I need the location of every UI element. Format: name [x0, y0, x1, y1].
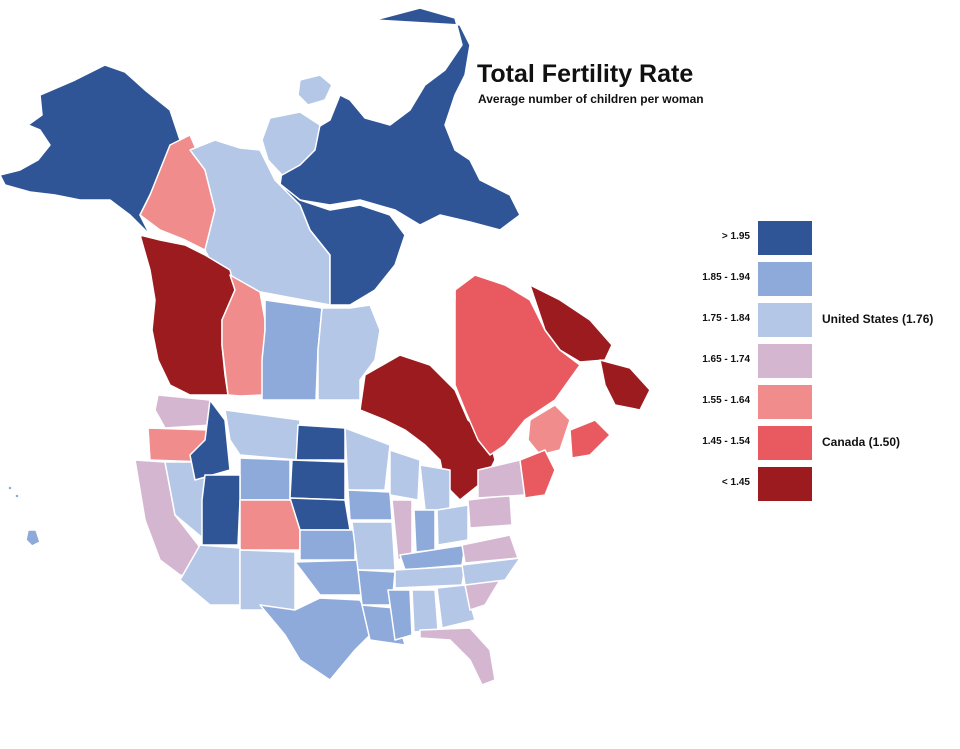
- map-title: Total Fertility Rate: [477, 60, 694, 88]
- region-florida: [419, 627, 496, 686]
- region-newfoundland-island: [599, 359, 651, 411]
- region-utah: [201, 474, 241, 546]
- legend-label: 1.65 - 1.74: [702, 354, 750, 365]
- region-nebraska: [289, 497, 351, 531]
- region-hawaii-islet: [7, 485, 13, 491]
- region-iowa: [347, 489, 393, 521]
- region-washington: [154, 394, 213, 429]
- region-minnesota: [344, 427, 391, 491]
- legend-note: Canada (1.50): [822, 435, 901, 449]
- region-idaho: [189, 399, 231, 481]
- legend-label: 1.75 - 1.84: [702, 313, 750, 324]
- legend-swatch: [758, 385, 812, 419]
- legend-label: < 1.45: [721, 477, 750, 488]
- region-north-dakota: [295, 424, 346, 461]
- region-nunavut: [274, 179, 406, 306]
- legend-swatch: [758, 344, 812, 378]
- legend-row: < 1.45: [690, 467, 950, 501]
- region-wisconsin: [389, 449, 421, 501]
- region-missouri: [351, 521, 396, 571]
- region-ontario: [359, 354, 496, 501]
- map-subtitle: Average number of children per woman: [478, 92, 704, 106]
- region-indiana: [413, 509, 436, 553]
- legend-row: 1.75 - 1.84 United States (1.76): [690, 303, 950, 337]
- region-nova-scotia: [569, 419, 611, 459]
- legend-row: > 1.95: [690, 221, 950, 255]
- region-small-island: [297, 74, 333, 106]
- region-new-brunswick: [527, 404, 571, 456]
- region-south-dakota: [289, 459, 346, 501]
- legend-row: 1.85 - 1.94: [690, 262, 950, 296]
- region-wyoming: [239, 457, 291, 501]
- region-texas: [259, 597, 376, 681]
- legend-swatch: [758, 467, 812, 501]
- region-newfoundland-labrador: [529, 284, 613, 363]
- region-ohio: [436, 504, 469, 546]
- legend-label: 1.55 - 1.64: [702, 395, 750, 406]
- region-hawaii-islet-2: [14, 493, 20, 499]
- legend-label: 1.45 - 1.54: [702, 436, 750, 447]
- legend-row: 1.45 - 1.54 Canada (1.50): [690, 426, 950, 460]
- region-kansas: [299, 529, 356, 561]
- region-new-mexico: [239, 549, 296, 611]
- region-pennsylvania: [467, 494, 513, 529]
- legend-label: > 1.95: [721, 231, 750, 242]
- region-hudson-bay: [374, 264, 456, 371]
- legend-note: United States (1.76): [822, 312, 934, 326]
- region-mississippi: [387, 589, 413, 641]
- legend-swatch: [758, 426, 812, 460]
- region-montana: [224, 409, 301, 461]
- region-saskatchewan: [261, 299, 323, 401]
- region-virginia: [461, 534, 519, 564]
- region-georgia: [436, 584, 476, 629]
- region-oklahoma: [294, 559, 363, 596]
- region-michigan: [419, 464, 451, 511]
- region-hawaii: [25, 529, 41, 547]
- region-alabama: [411, 589, 439, 633]
- legend-row: 1.55 - 1.64: [690, 385, 950, 419]
- region-alaska: [0, 64, 181, 236]
- legend-swatch: [758, 221, 812, 255]
- region-alberta: [221, 274, 266, 397]
- region-arizona: [179, 544, 241, 606]
- region-arctic-islands: [279, 7, 521, 231]
- legend-row: 1.65 - 1.74: [690, 344, 950, 378]
- region-colorado: [239, 499, 301, 551]
- region-baffin-left: [261, 111, 321, 176]
- region-tennessee: [394, 565, 466, 589]
- legend-label: 1.85 - 1.94: [702, 272, 750, 283]
- legend-swatch: [758, 262, 812, 296]
- region-quebec: [454, 274, 581, 456]
- region-manitoba: [317, 304, 381, 401]
- region-illinois: [391, 499, 413, 561]
- region-new-england: [519, 449, 556, 499]
- legend-swatch: [758, 303, 812, 337]
